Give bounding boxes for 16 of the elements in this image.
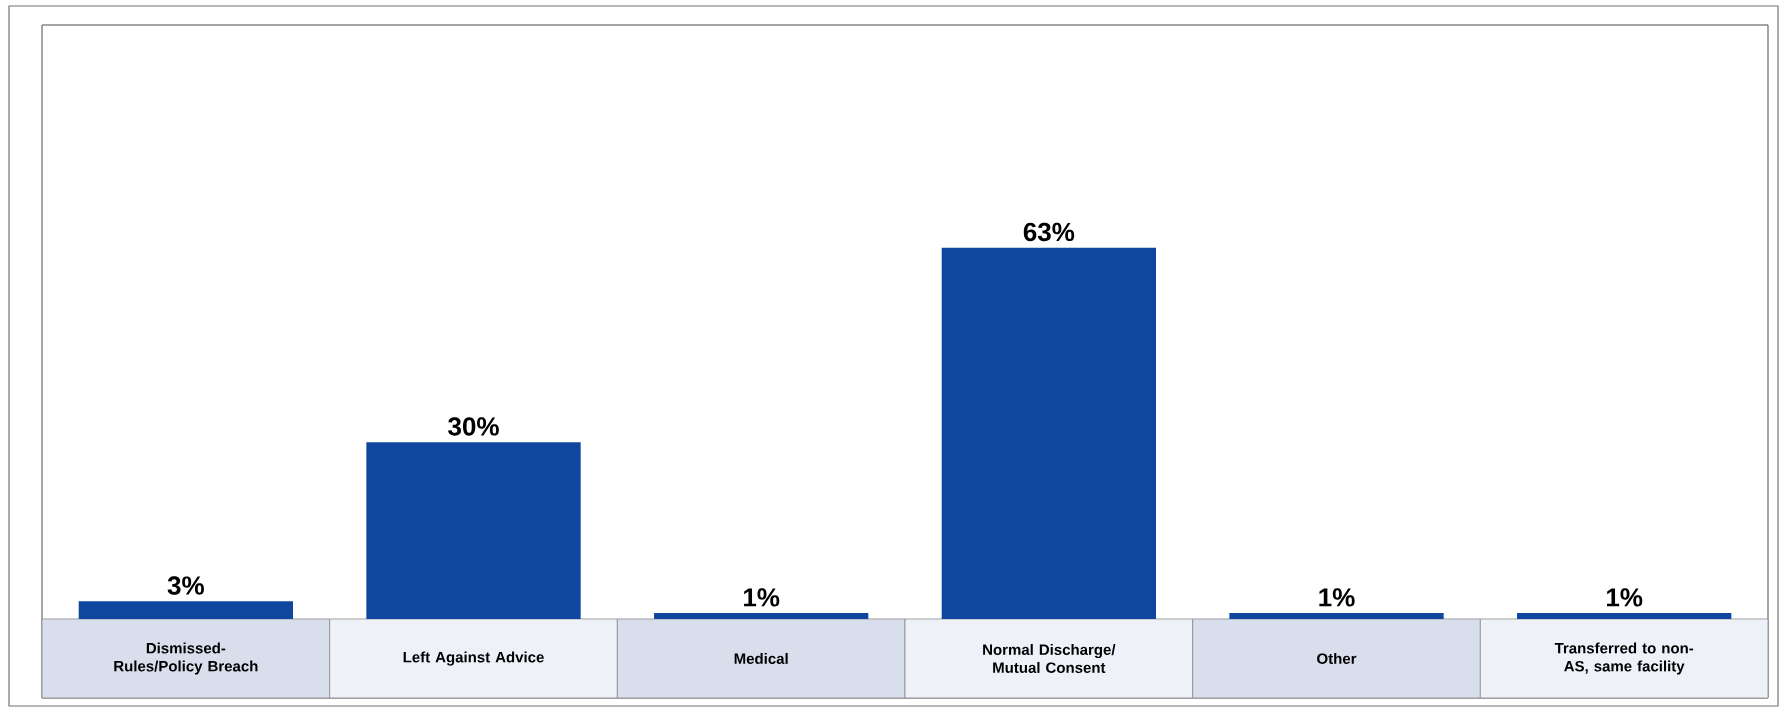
bar [1517, 613, 1732, 619]
bar [78, 601, 293, 619]
data-label: 1% [1319, 588, 1355, 607]
bar [1229, 613, 1444, 619]
x-tick-label: Dismissed-Rules/Policy Breach [114, 642, 258, 675]
x-tick-label: Transferred to non-AS, same facility [1554, 642, 1694, 675]
data-label: 63% [1023, 222, 1075, 242]
x-tick-label: Other [1317, 652, 1357, 664]
x-tick-label: Medical [734, 652, 788, 664]
data-label: 30% [448, 417, 499, 436]
data-label: 3% [167, 576, 204, 595]
bar [654, 613, 869, 619]
x-tick-label: Left Against Advice [403, 651, 544, 666]
x-tick-label: Normal Discharge/ Mutual Consent [983, 643, 1116, 673]
data-label: 1% [1607, 588, 1643, 607]
data-label: 1% [744, 588, 780, 607]
